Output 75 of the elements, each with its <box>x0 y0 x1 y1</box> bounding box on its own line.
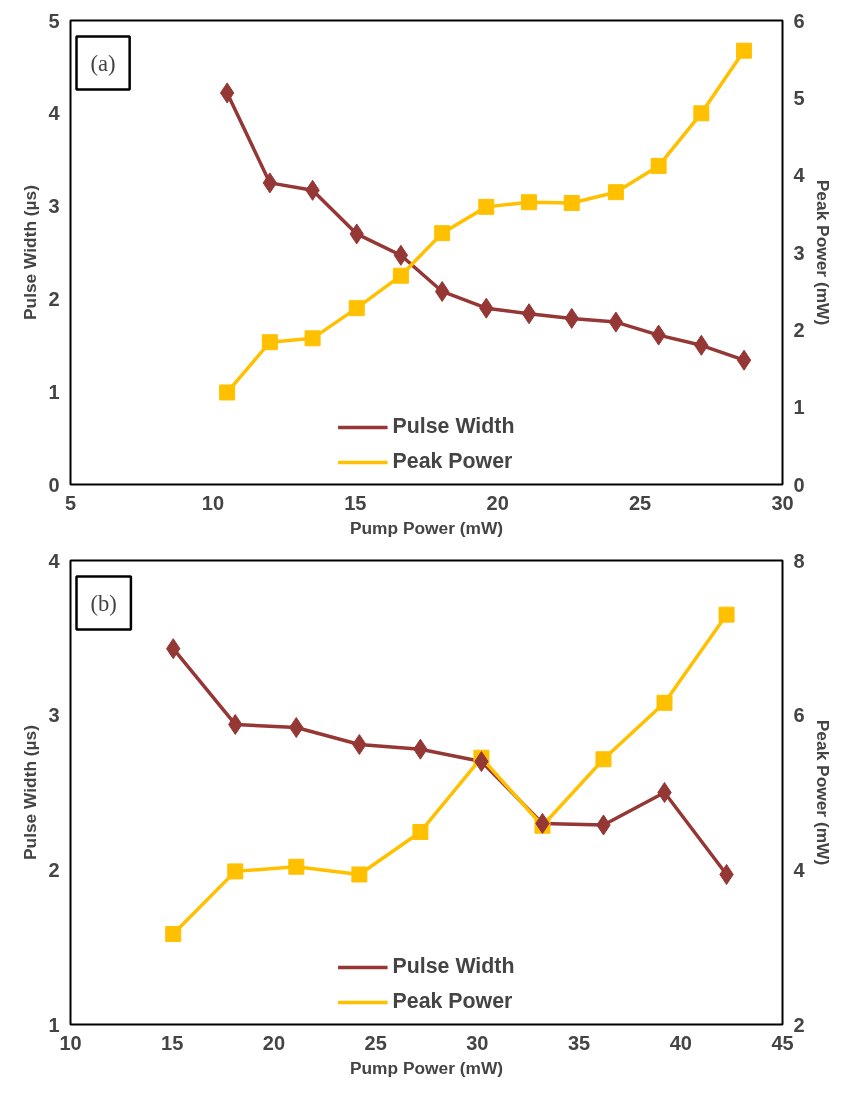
point <box>563 195 580 212</box>
y2-axis-title: Peak Power (mW) <box>812 719 833 866</box>
point <box>650 157 667 174</box>
legend-label: Pulse Width <box>392 414 515 439</box>
x-tick-label: 30 <box>771 491 794 514</box>
y2-tick-label: 2 <box>793 318 805 341</box>
y2-tick-label: 1 <box>793 396 805 419</box>
y2-tick-label: 6 <box>793 9 805 32</box>
y-tick-label: 0 <box>48 473 60 496</box>
point <box>165 926 182 943</box>
y2-tick-label: 6 <box>793 704 805 727</box>
x-tick-label: 20 <box>486 491 509 514</box>
x-tick-label: 10 <box>59 1031 82 1054</box>
point <box>736 349 752 371</box>
point <box>521 303 537 325</box>
y-tick-label: 3 <box>48 704 60 727</box>
x-tick-label: 5 <box>64 491 77 514</box>
point <box>607 184 624 201</box>
x-tick-label: 25 <box>364 1031 387 1054</box>
y-tick-label: 2 <box>48 858 60 881</box>
y-tick-label: 4 <box>48 102 61 125</box>
point <box>261 334 278 351</box>
y-tick-label: 1 <box>48 1013 60 1036</box>
y-tick-label: 3 <box>48 195 60 218</box>
x-tick-label: 30 <box>466 1031 489 1054</box>
y2-tick-label: 8 <box>793 549 805 572</box>
x-tick-label: 25 <box>628 491 652 514</box>
x-tick-label: 15 <box>161 1031 184 1054</box>
point <box>348 300 365 317</box>
point <box>718 606 735 623</box>
y2-tick-label: 4 <box>793 858 806 881</box>
y-tick-label: 5 <box>48 9 60 32</box>
point <box>227 863 244 880</box>
y2-tick-label: 0 <box>793 473 805 496</box>
point <box>521 194 538 211</box>
y-tick-label: 1 <box>48 380 60 403</box>
y-axis-title: Pulse Width (µs) <box>20 185 41 320</box>
point <box>693 105 710 122</box>
x-tick-label: 45 <box>771 1031 794 1054</box>
y2-axis-title: Peak Power (mW) <box>812 179 833 326</box>
point <box>304 330 321 347</box>
point <box>736 42 753 59</box>
point <box>657 782 672 803</box>
legend-label: Pulse Width <box>392 954 515 979</box>
point <box>351 866 368 883</box>
x-tick-label: 15 <box>344 491 367 514</box>
point <box>478 198 495 215</box>
point <box>219 384 236 401</box>
annotation: (a) <box>90 50 116 76</box>
x-tick-label: 35 <box>567 1031 591 1054</box>
y-axis-title: Pulse Width (µs) <box>20 725 41 860</box>
y2-tick-label: 3 <box>793 241 805 264</box>
point <box>288 858 305 875</box>
point <box>608 311 624 333</box>
point <box>595 751 612 768</box>
x-axis-title: Pump Power (mW) <box>349 517 504 538</box>
point <box>656 694 673 711</box>
point <box>393 244 409 266</box>
x-tick-label: 40 <box>669 1031 692 1054</box>
x-tick-label: 10 <box>201 491 225 514</box>
y-tick-label: 2 <box>48 287 60 310</box>
y2-tick-label: 4 <box>793 164 806 187</box>
x-axis-title: Pump Power (mW) <box>349 1057 504 1078</box>
y-tick-label: 4 <box>48 549 61 572</box>
point <box>412 823 429 840</box>
point <box>434 225 451 242</box>
annotation: (b) <box>90 590 117 616</box>
y2-tick-label: 2 <box>793 1013 805 1036</box>
legend-label: Peak Power <box>392 989 513 1014</box>
legend-label: Peak Power <box>392 449 513 474</box>
point <box>392 267 409 284</box>
point <box>219 82 235 104</box>
y2-tick-label: 5 <box>793 86 805 109</box>
point <box>262 172 278 194</box>
x-tick-label: 20 <box>262 1031 286 1054</box>
